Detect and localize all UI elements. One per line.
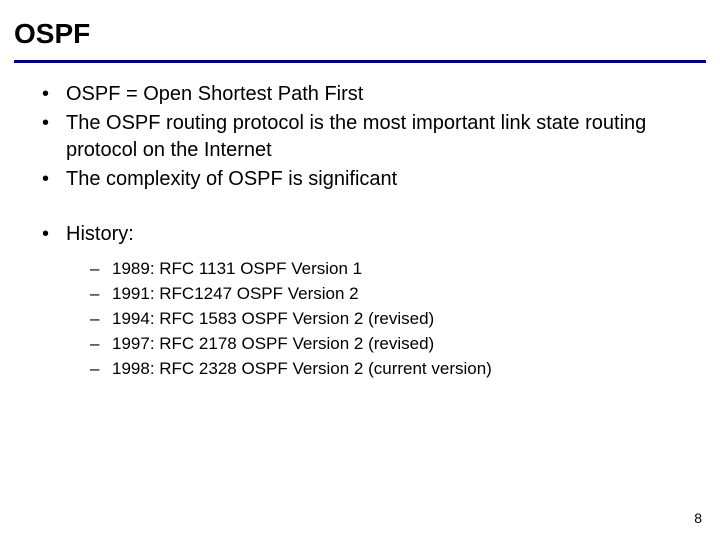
bullet-marker-icon: • bbox=[42, 110, 66, 137]
dash-marker-icon: – bbox=[90, 358, 112, 381]
sub-bullet-item: – 1998: RFC 2328 OSPF Version 2 (current… bbox=[30, 358, 690, 381]
dash-marker-icon: – bbox=[90, 308, 112, 331]
spacer bbox=[30, 195, 690, 221]
sub-bullet-text: 1997: RFC 2178 OSPF Version 2 (revised) bbox=[112, 333, 434, 356]
bullet-marker-icon: • bbox=[42, 81, 66, 108]
dash-marker-icon: – bbox=[90, 333, 112, 356]
bullet-text: History: bbox=[66, 221, 134, 248]
sub-bullet-text: 1989: RFC 1131 OSPF Version 1 bbox=[112, 258, 362, 281]
bullet-item: • History: bbox=[30, 221, 690, 248]
bullet-text: The complexity of OSPF is significant bbox=[66, 166, 397, 193]
spacer bbox=[30, 250, 690, 258]
sub-bullet-text: 1994: RFC 1583 OSPF Version 2 (revised) bbox=[112, 308, 434, 331]
bullet-marker-icon: • bbox=[42, 166, 66, 193]
sub-bullet-item: – 1997: RFC 2178 OSPF Version 2 (revised… bbox=[30, 333, 690, 356]
dash-marker-icon: – bbox=[90, 283, 112, 306]
sub-bullet-item: – 1989: RFC 1131 OSPF Version 1 bbox=[30, 258, 690, 281]
bullet-text: OSPF = Open Shortest Path First bbox=[66, 81, 363, 108]
dash-marker-icon: – bbox=[90, 258, 112, 281]
bullet-item: • OSPF = Open Shortest Path First bbox=[30, 81, 690, 108]
bullet-marker-icon: • bbox=[42, 221, 66, 248]
sub-bullet-text: 1991: RFC1247 OSPF Version 2 bbox=[112, 283, 359, 306]
slide-content: • OSPF = Open Shortest Path First • The … bbox=[0, 81, 720, 381]
sub-bullet-item: – 1991: RFC1247 OSPF Version 2 bbox=[30, 283, 690, 306]
bullet-item: • The complexity of OSPF is significant bbox=[30, 166, 690, 193]
sub-bullet-item: – 1994: RFC 1583 OSPF Version 2 (revised… bbox=[30, 308, 690, 331]
page-number: 8 bbox=[694, 510, 702, 526]
sub-bullet-text: 1998: RFC 2328 OSPF Version 2 (current v… bbox=[112, 358, 492, 381]
bullet-text: The OSPF routing protocol is the most im… bbox=[66, 110, 690, 164]
slide-title: OSPF bbox=[0, 0, 720, 60]
bullet-item: • The OSPF routing protocol is the most … bbox=[30, 110, 690, 164]
title-divider bbox=[14, 60, 706, 63]
